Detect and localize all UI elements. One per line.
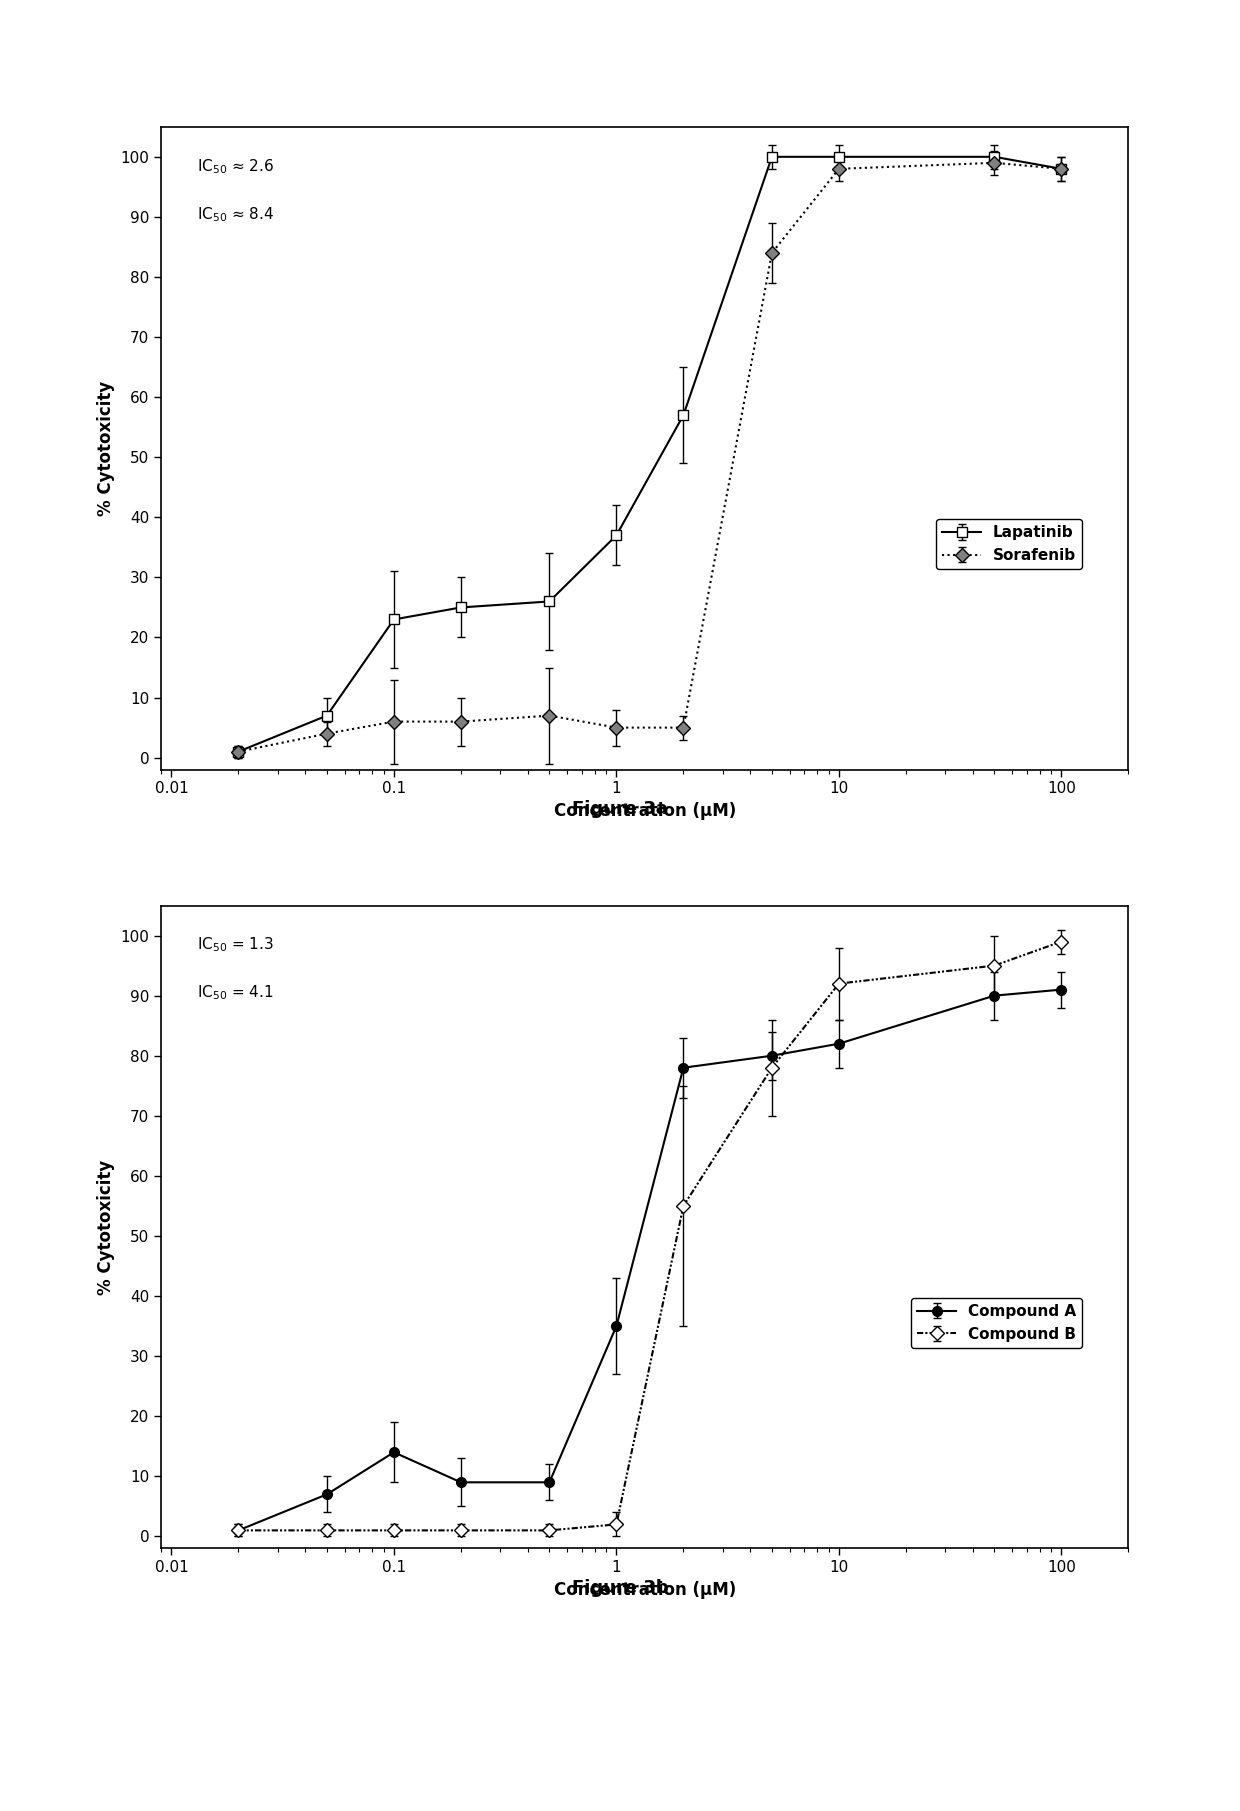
Legend: Lapatinib, Sorafenib: Lapatinib, Sorafenib <box>936 520 1083 569</box>
Text: IC$_{50}$ = 4.1: IC$_{50}$ = 4.1 <box>197 983 273 1001</box>
Text: Figure 3b: Figure 3b <box>572 1579 668 1597</box>
Y-axis label: % Cytotoxicity: % Cytotoxicity <box>97 1159 115 1295</box>
Y-axis label: % Cytotoxicity: % Cytotoxicity <box>97 380 115 516</box>
Text: IC$_{50}$ ≈ 8.4: IC$_{50}$ ≈ 8.4 <box>197 205 274 223</box>
X-axis label: Concentration (μM): Concentration (μM) <box>554 1581 735 1599</box>
Legend: Compound A, Compound B: Compound A, Compound B <box>911 1298 1083 1347</box>
Text: IC$_{50}$ ≈ 2.6: IC$_{50}$ ≈ 2.6 <box>197 158 274 176</box>
X-axis label: Concentration (μM): Concentration (μM) <box>554 802 735 820</box>
Text: IC$_{50}$ = 1.3: IC$_{50}$ = 1.3 <box>197 936 274 954</box>
Text: Figure 3a: Figure 3a <box>572 800 668 819</box>
